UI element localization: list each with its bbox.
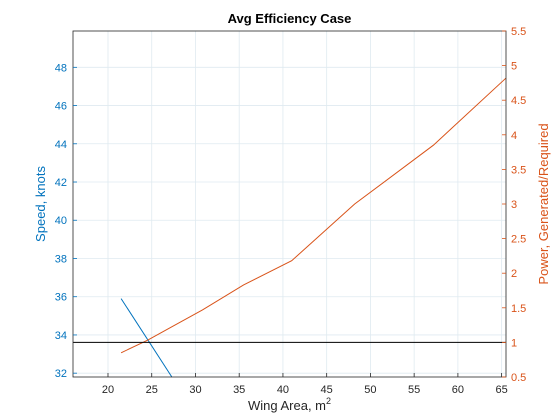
right-tick-label: 2.5 xyxy=(511,234,526,246)
right-tick-label: 2 xyxy=(511,268,517,280)
left-tick-label: 46 xyxy=(55,101,67,113)
right-tick-label: 4.5 xyxy=(511,95,526,107)
right-tick-label: 3.5 xyxy=(511,164,526,176)
x-tick-label: 55 xyxy=(408,384,420,396)
x-tick-label: 65 xyxy=(496,384,508,396)
series-lines xyxy=(73,77,507,378)
left-tick-label: 34 xyxy=(55,330,67,342)
right-tick-label: 5 xyxy=(511,61,517,73)
right-tick-label: 5.5 xyxy=(511,26,526,38)
right-tick-label: 4 xyxy=(511,130,517,142)
left-tick-label: 48 xyxy=(55,62,67,74)
right-tick-label: 3 xyxy=(511,199,517,211)
x-tick-label: 60 xyxy=(452,384,464,396)
x-tick-label: 30 xyxy=(189,384,201,396)
x-tick-label: 35 xyxy=(233,384,245,396)
x-tick-label: 40 xyxy=(277,384,289,396)
left-tick-label: 38 xyxy=(55,253,67,265)
right-tick-label: 0.5 xyxy=(511,372,526,384)
left-tick-label: 42 xyxy=(55,177,67,189)
speed-series-line xyxy=(120,298,173,378)
right-tick-label: 1 xyxy=(511,337,517,349)
plot-area xyxy=(72,30,507,378)
x-axis-label-base: Wing Area, m xyxy=(248,398,326,413)
x-axis-ticks: 20 25 30 35 40 45 50 55 60 65 xyxy=(102,373,508,396)
plot-background xyxy=(73,31,506,377)
left-axis-ticks: 32 34 36 38 40 42 44 46 48 xyxy=(55,62,77,380)
x-axis-label-superscript: 2 xyxy=(326,396,331,406)
left-y-axis-label: Speed, knots xyxy=(33,166,48,242)
left-tick-label: 44 xyxy=(55,139,67,151)
x-tick-label: 45 xyxy=(321,384,333,396)
left-tick-label: 36 xyxy=(55,292,67,304)
x-tick-label: 25 xyxy=(146,384,158,396)
left-tick-label: 32 xyxy=(55,368,67,380)
power-ratio-series-line xyxy=(120,77,507,354)
x-tick-label: 50 xyxy=(364,384,376,396)
left-tick-label: 40 xyxy=(55,215,67,227)
right-y-axis-label: Power, Generated/Required xyxy=(536,123,551,284)
x-tick-label: 20 xyxy=(102,384,114,396)
right-axis-ticks: 0.5 1 1.5 2 2.5 3 3.5 4 4.5 5 5.5 xyxy=(502,26,526,384)
chart-title: Avg Efficiency Case xyxy=(228,11,352,26)
x-axis-label: Wing Area, m2 xyxy=(248,396,331,413)
grid-lines xyxy=(73,31,506,377)
right-tick-label: 1.5 xyxy=(511,303,526,315)
